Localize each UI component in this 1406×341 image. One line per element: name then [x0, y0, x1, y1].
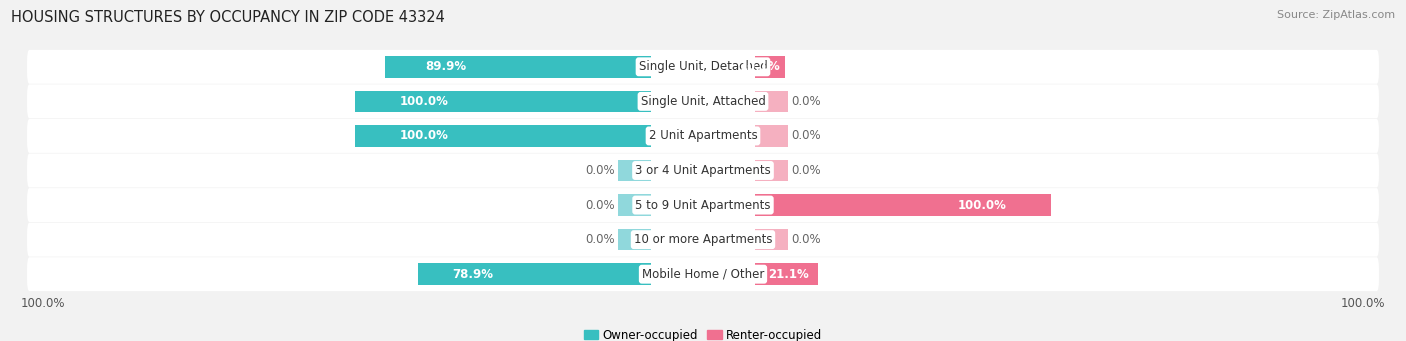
- Bar: [356, 125, 651, 147]
- FancyBboxPatch shape: [27, 257, 1379, 291]
- Text: Source: ZipAtlas.com: Source: ZipAtlas.com: [1277, 10, 1395, 20]
- FancyBboxPatch shape: [27, 50, 1379, 84]
- Text: 78.9%: 78.9%: [453, 268, 494, 281]
- Text: 100.0%: 100.0%: [957, 198, 1007, 211]
- FancyBboxPatch shape: [27, 153, 1379, 188]
- Text: 89.9%: 89.9%: [425, 60, 465, 73]
- FancyBboxPatch shape: [27, 119, 1379, 153]
- Text: 100.0%: 100.0%: [399, 130, 449, 143]
- Text: 100.0%: 100.0%: [21, 297, 65, 310]
- Bar: [385, 56, 651, 77]
- Text: 5 to 9 Unit Apartments: 5 to 9 Unit Apartments: [636, 198, 770, 211]
- Text: 0.0%: 0.0%: [792, 233, 821, 246]
- Text: Single Unit, Attached: Single Unit, Attached: [641, 95, 765, 108]
- FancyBboxPatch shape: [27, 188, 1379, 222]
- Text: 21.1%: 21.1%: [768, 268, 808, 281]
- Bar: [755, 194, 1050, 216]
- Text: 100.0%: 100.0%: [1341, 297, 1385, 310]
- Bar: [755, 229, 789, 250]
- Bar: [755, 160, 789, 181]
- Text: 0.0%: 0.0%: [585, 198, 614, 211]
- Legend: Owner-occupied, Renter-occupied: Owner-occupied, Renter-occupied: [579, 324, 827, 341]
- Text: Single Unit, Detached: Single Unit, Detached: [638, 60, 768, 73]
- FancyBboxPatch shape: [27, 85, 1379, 118]
- Bar: [418, 264, 651, 285]
- Bar: [755, 264, 818, 285]
- Text: Mobile Home / Other: Mobile Home / Other: [641, 268, 765, 281]
- Bar: [356, 91, 651, 112]
- Text: 0.0%: 0.0%: [792, 164, 821, 177]
- Text: 0.0%: 0.0%: [585, 164, 614, 177]
- Bar: [755, 56, 786, 77]
- Text: 3 or 4 Unit Apartments: 3 or 4 Unit Apartments: [636, 164, 770, 177]
- Bar: [755, 91, 789, 112]
- Text: 0.0%: 0.0%: [792, 95, 821, 108]
- FancyBboxPatch shape: [27, 223, 1379, 256]
- Bar: [617, 160, 651, 181]
- Text: 0.0%: 0.0%: [585, 233, 614, 246]
- Text: 100.0%: 100.0%: [399, 95, 449, 108]
- Text: 10.1%: 10.1%: [740, 60, 780, 73]
- Text: HOUSING STRUCTURES BY OCCUPANCY IN ZIP CODE 43324: HOUSING STRUCTURES BY OCCUPANCY IN ZIP C…: [11, 10, 446, 25]
- Text: 10 or more Apartments: 10 or more Apartments: [634, 233, 772, 246]
- Text: 0.0%: 0.0%: [792, 130, 821, 143]
- Bar: [617, 194, 651, 216]
- Text: 2 Unit Apartments: 2 Unit Apartments: [648, 130, 758, 143]
- Bar: [755, 125, 789, 147]
- Bar: [617, 229, 651, 250]
